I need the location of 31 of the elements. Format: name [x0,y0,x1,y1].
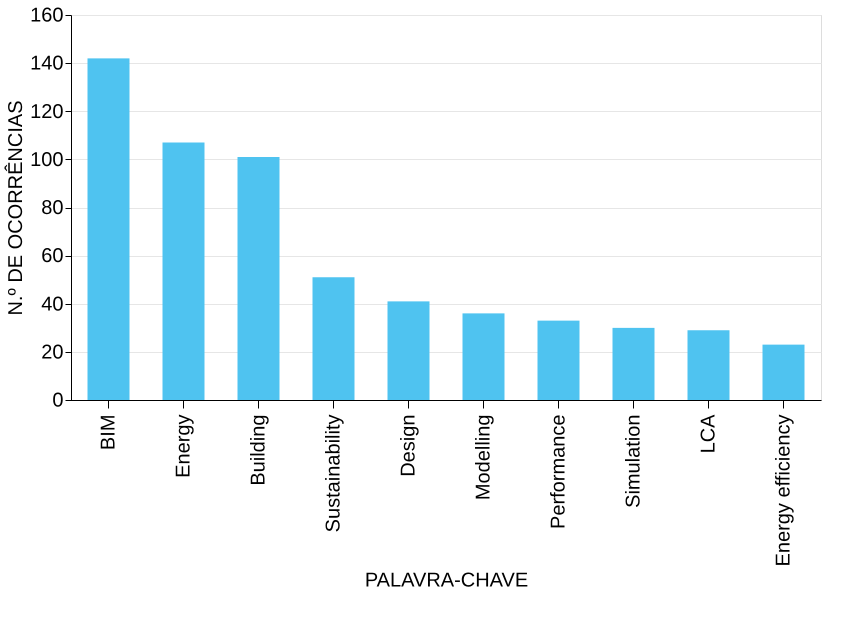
x-tick-label: Simulation [622,414,644,508]
bar [538,320,580,400]
bar [238,156,280,400]
bar [688,330,730,400]
x-tick-label: Building [248,414,270,486]
x-tick-label: Performance [548,414,570,529]
x-tick-label: Energy efficiency [772,414,794,566]
x-tick-label: BIM [98,414,120,450]
y-tick-label: 160 [30,4,64,26]
y-tick-label: 100 [30,148,64,171]
bar [88,58,130,400]
bar [388,301,430,400]
x-axis-title: PALAVRA-CHAVE [364,569,528,592]
y-tick-label: 120 [30,100,64,123]
y-tick-label: 0 [52,390,64,412]
y-tick-label: 60 [41,245,64,268]
y-tick-label: 20 [41,341,64,364]
x-tick-label: Energy [172,414,194,478]
x-tick-label: LCA [698,414,720,454]
x-tick-label: Design [398,414,420,477]
bar [312,277,354,400]
y-tick-label: 40 [41,293,64,316]
x-tick-label: Modelling [472,414,494,500]
y-tick-label: 140 [30,52,64,75]
y-axis-title: N.º DE OCORRÊNCIAS [4,100,28,316]
bar [162,142,204,400]
y-tick-label: 80 [41,197,64,219]
bar [462,313,504,400]
bar [612,328,654,400]
bar [762,344,804,400]
x-tick-label: Sustainability [322,414,344,532]
